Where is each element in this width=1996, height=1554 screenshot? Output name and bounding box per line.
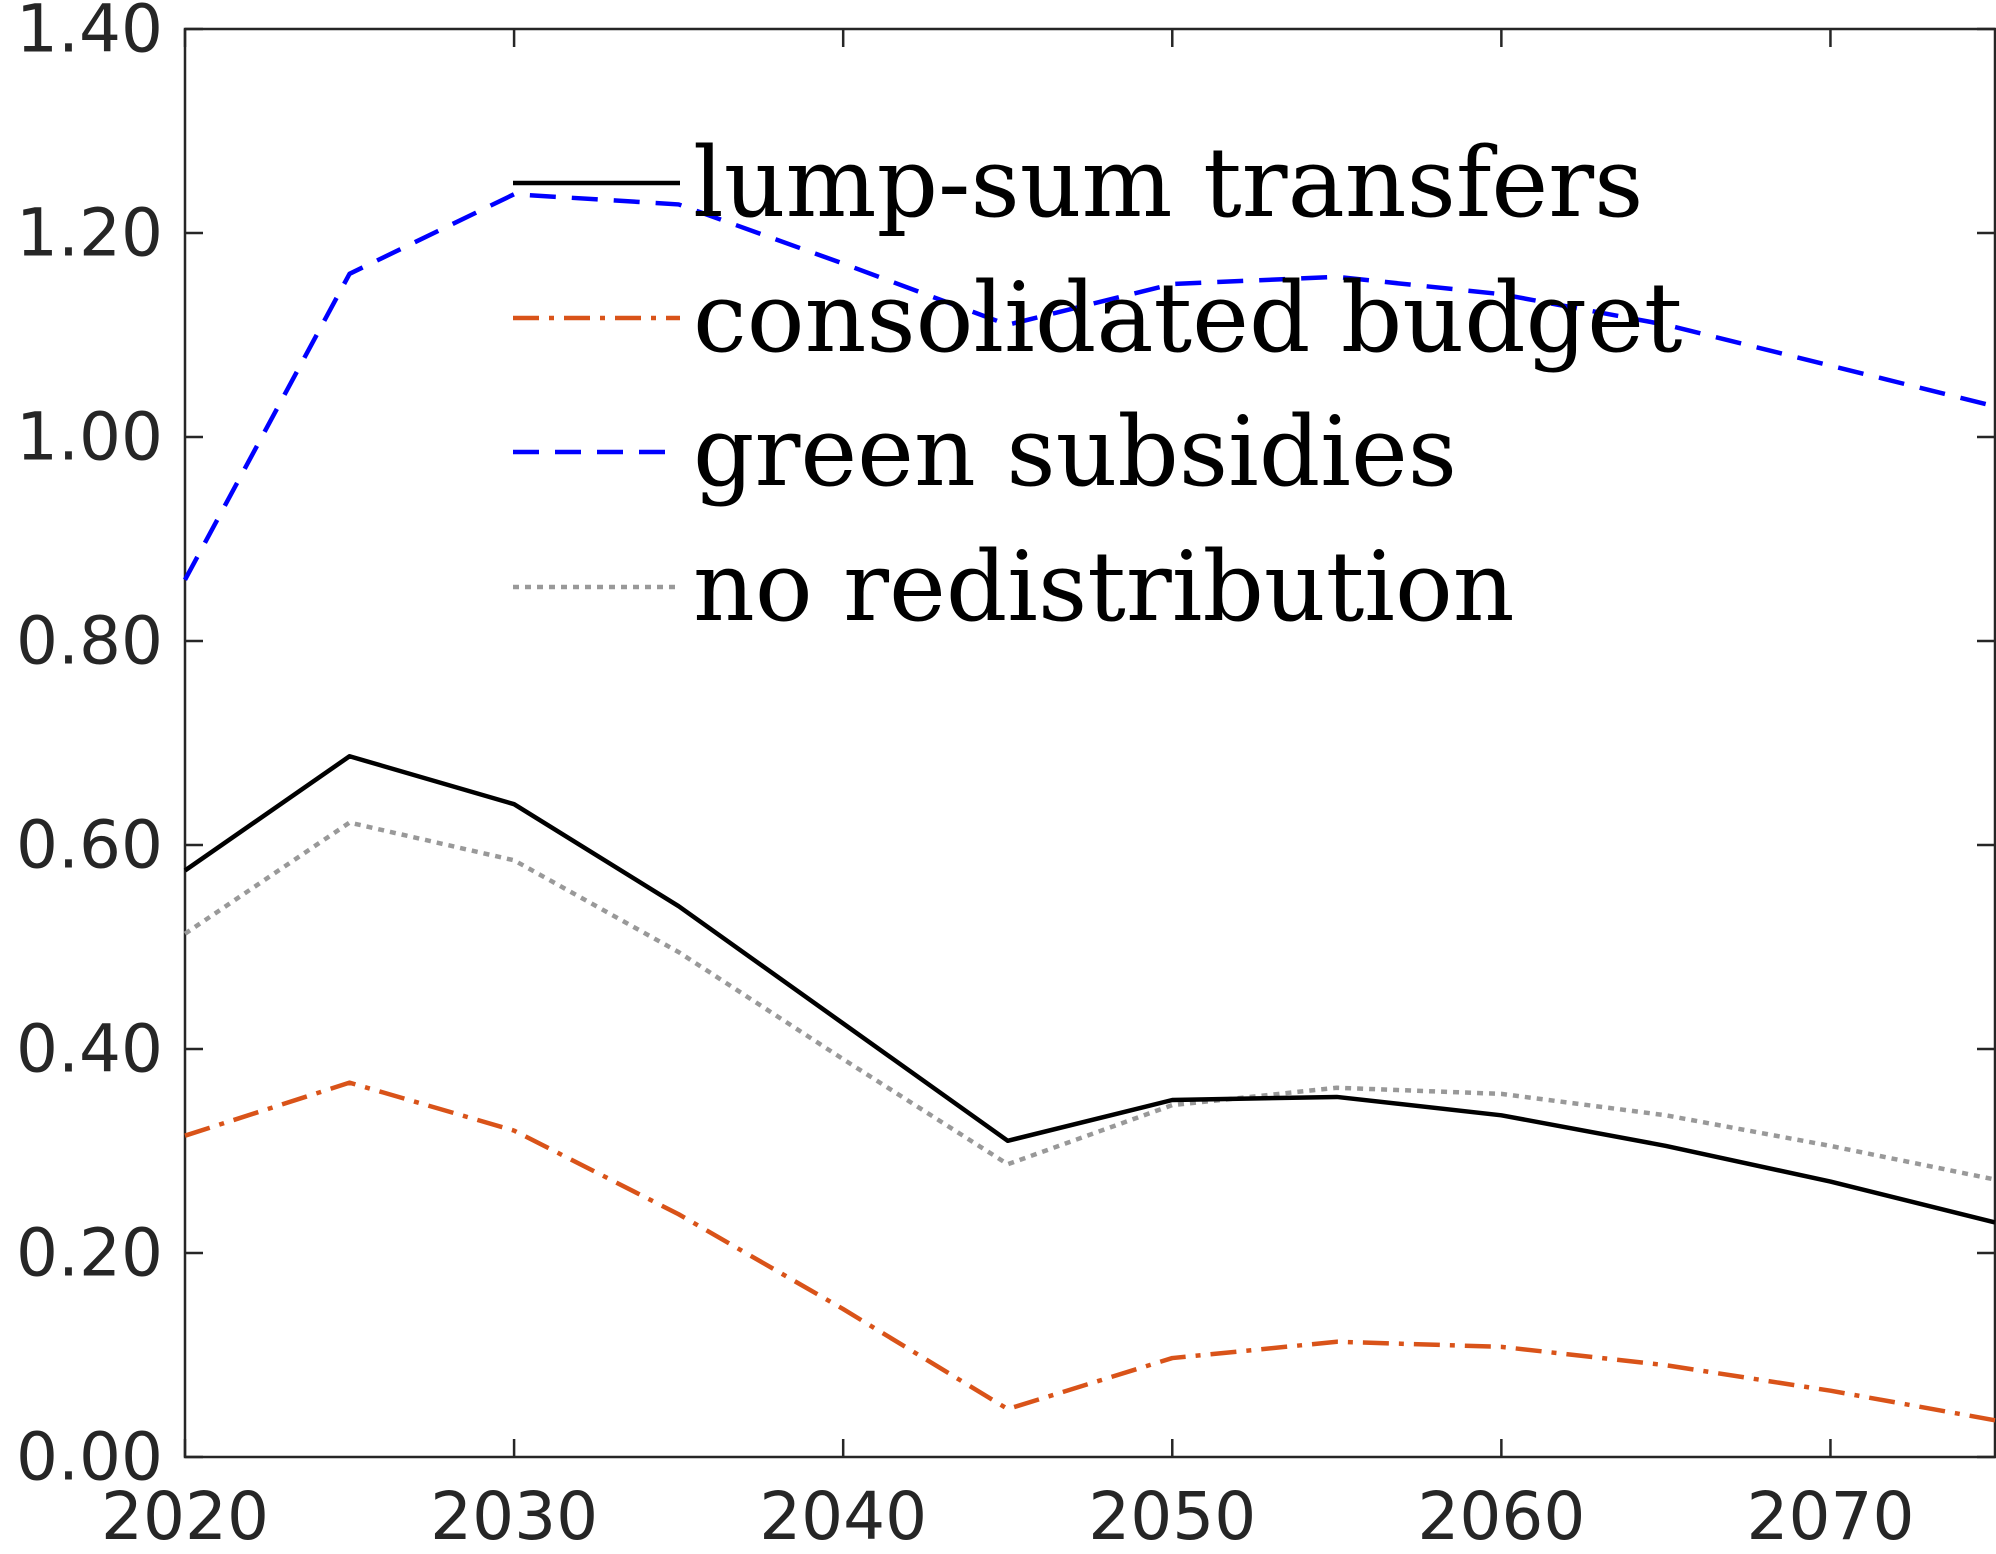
series-line-no-redistribution: [183, 820, 1996, 1182]
x-tick-label: 2030: [430, 1478, 598, 1554]
series-layer: [183, 191, 1996, 1423]
legend: lump-sum transfers consolidated budget gre…: [513, 127, 1682, 643]
series-line-green-subsidies: [183, 191, 1996, 581]
series-line-consolidated-budget: [184, 1080, 1996, 1423]
y-tick-label: 1.40: [16, 0, 163, 68]
legend-label: lump-sum transfers: [693, 127, 1643, 239]
x-tick-label: 2050: [1088, 1478, 1256, 1554]
x-tick-label: 2020: [101, 1478, 269, 1554]
series-line-lump-sum-transfers: [183, 754, 1996, 1225]
plot-area: [183, 27, 1996, 1459]
x-tick-label: 2060: [1417, 1478, 1585, 1554]
y-tick-label: 0.00: [16, 1419, 163, 1496]
y-tick-label: 1.00: [16, 399, 163, 476]
y-tick-label: 1.20: [16, 195, 163, 272]
x-tick-label: 2040: [759, 1478, 927, 1554]
y-tick-label: 0.60: [16, 807, 163, 884]
y-tick-label: 0.40: [16, 1011, 163, 1088]
axis-ticks: 0.00 0.20 0.40 0.60 0.80 1.00 1.20 1.40 2020 2030…: [16, 0, 1995, 1554]
y-tick-label: 0.80: [16, 603, 163, 680]
y-tick-label: 0.20: [16, 1215, 163, 1292]
x-tick-label: 2070: [1746, 1478, 1914, 1554]
legend-label: green subsidies: [693, 396, 1457, 508]
legend-label: consolidated budget: [693, 262, 1682, 374]
legend-label: no redistribution: [693, 531, 1515, 643]
